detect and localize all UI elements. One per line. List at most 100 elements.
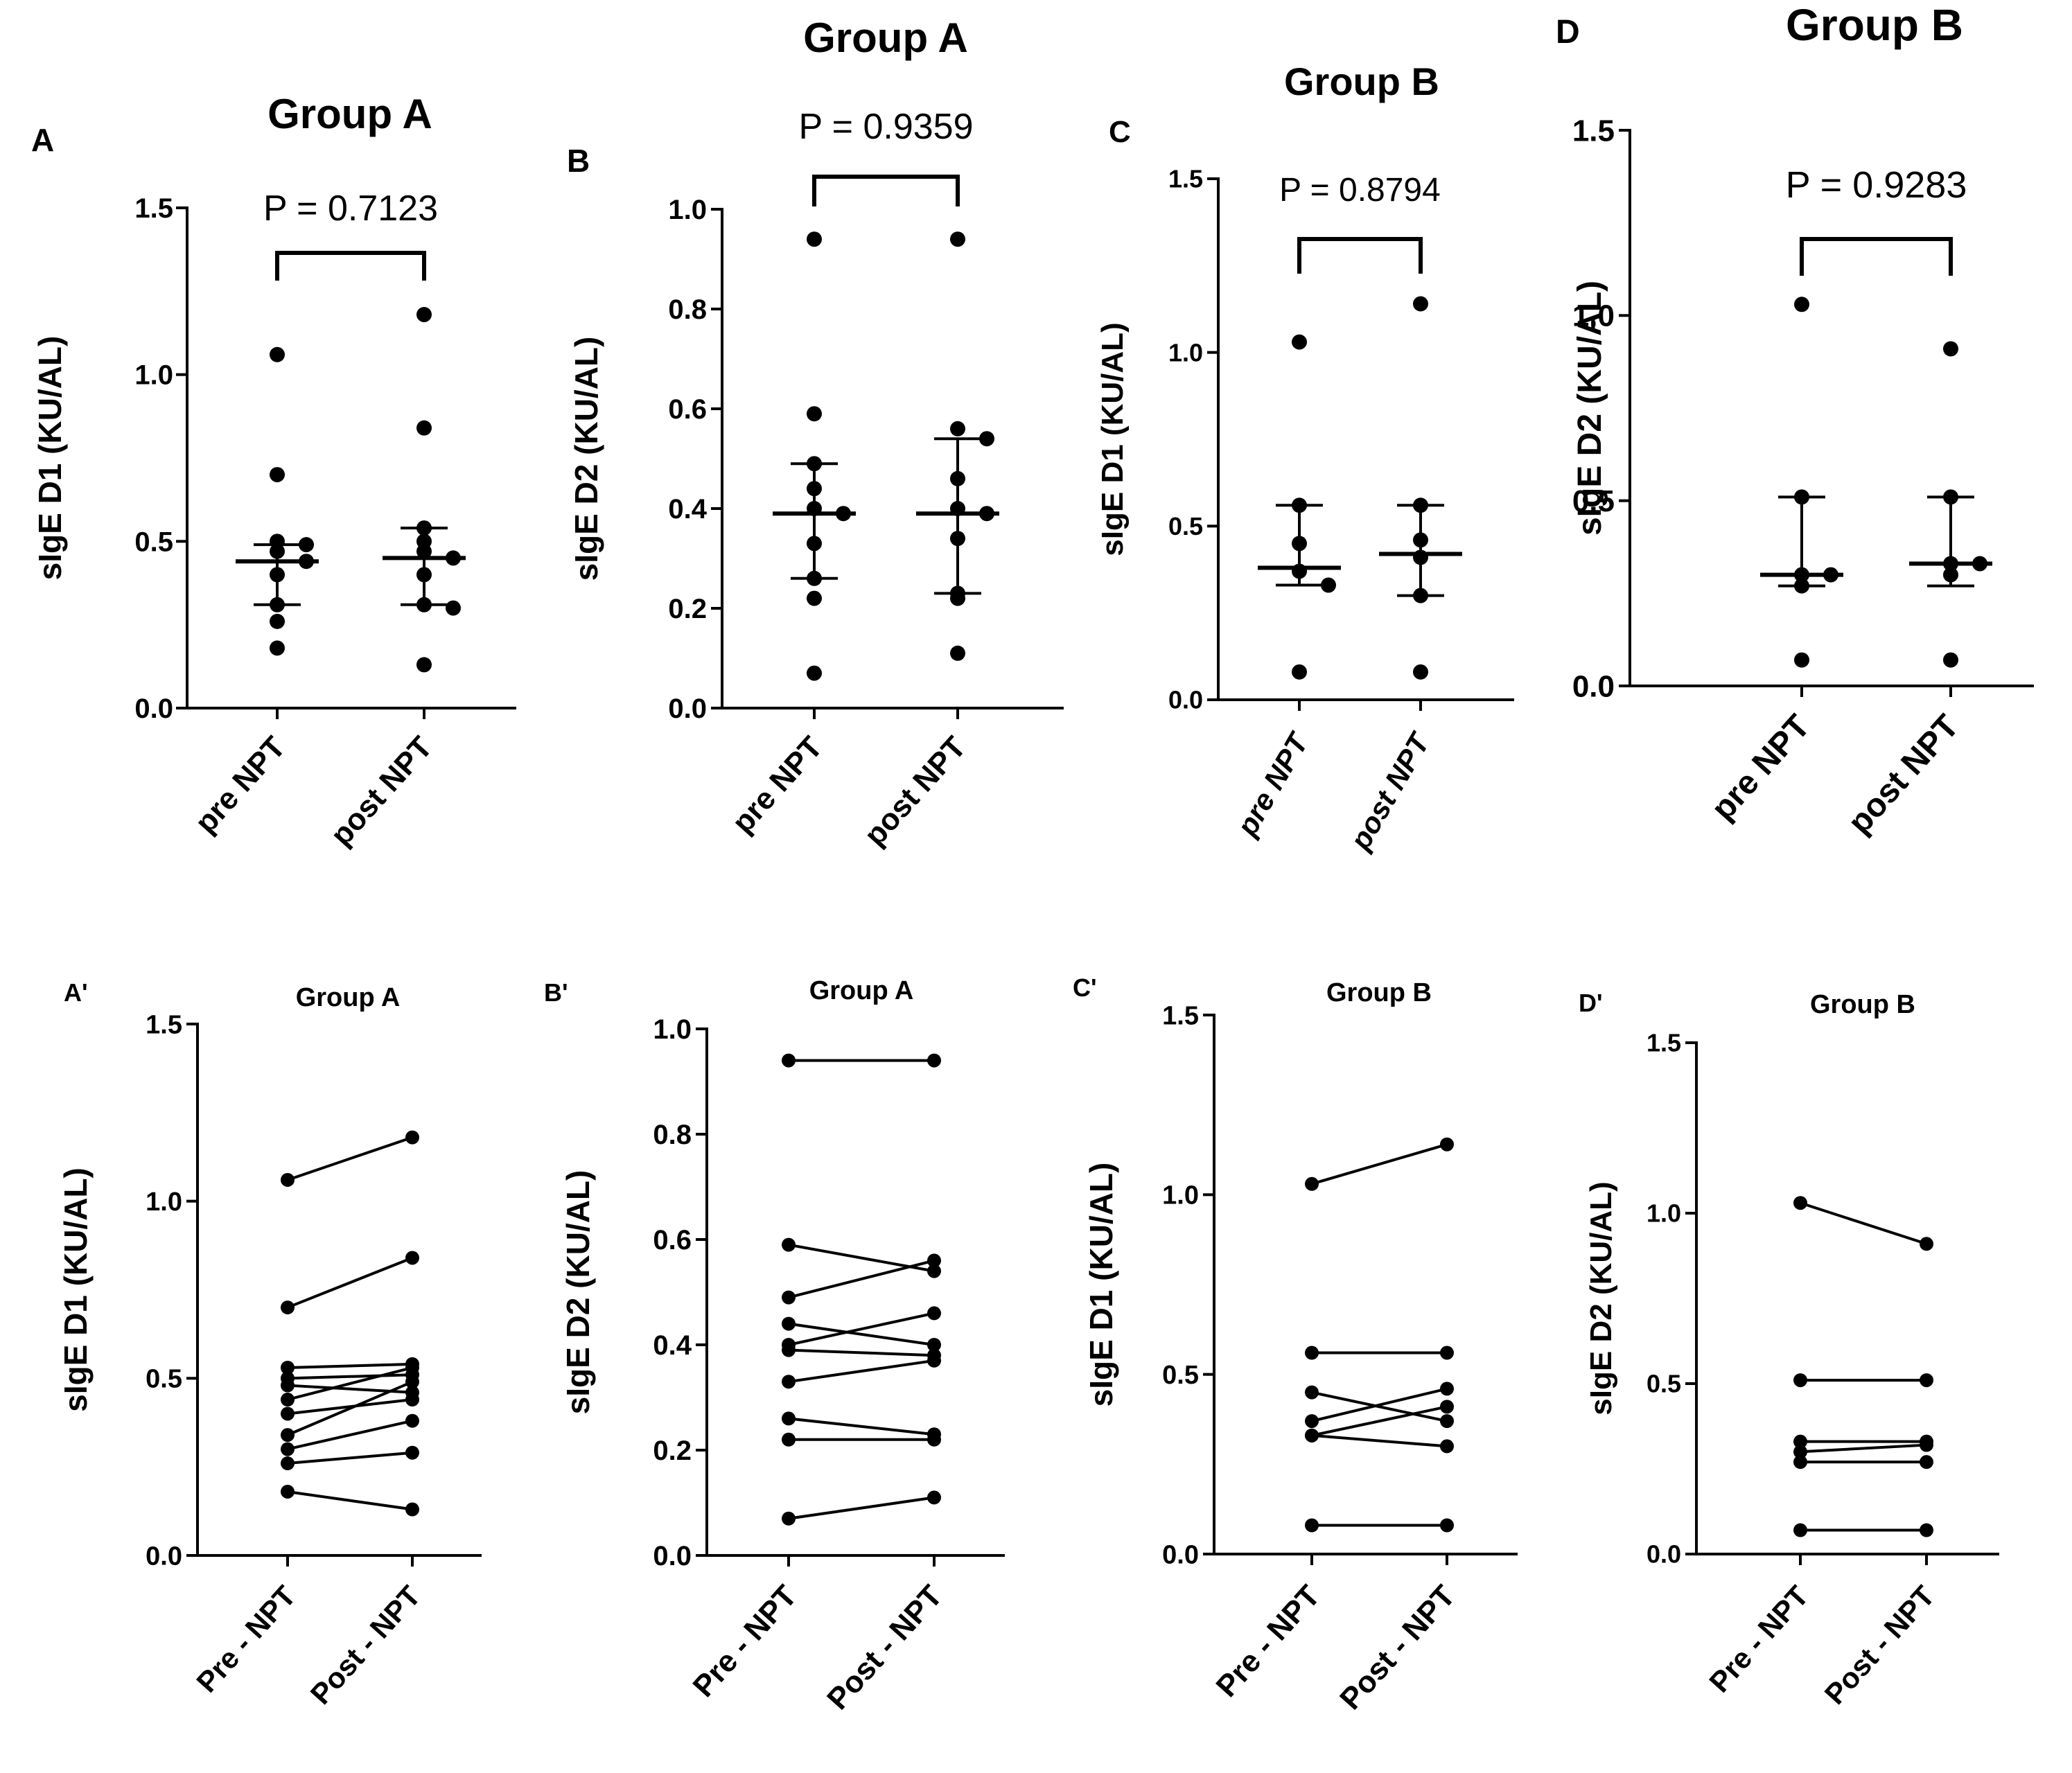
data-point xyxy=(807,481,822,497)
post-point xyxy=(1920,1438,1933,1452)
panel-A2: A' Group A 0.0 0.5 1.0 1.5 sIgE D1 (KU/AL) Pre … xyxy=(58,978,482,1711)
p-value-label: P = 0.9283 xyxy=(1786,164,1967,206)
post-point xyxy=(1440,1382,1454,1396)
x-category-label: Pre - NPT xyxy=(1703,1579,1815,1698)
chart-title: Group B xyxy=(1810,990,1915,1019)
panel-letter: D' xyxy=(1579,989,1603,1017)
data-point xyxy=(270,597,285,612)
x-category-label: Pre - NPT xyxy=(686,1579,803,1704)
x-category-label: pre NPT xyxy=(188,730,292,840)
data-point xyxy=(1292,497,1307,513)
p-value-label: P = 0.7123 xyxy=(263,188,438,229)
series-0 xyxy=(1760,297,1843,668)
paired-observation xyxy=(782,1343,941,1363)
data-point xyxy=(950,231,965,247)
data-point xyxy=(1943,652,1958,668)
pair-line xyxy=(287,1380,413,1436)
pair-line xyxy=(788,1312,935,1346)
panel-C2: C' Group B 0.0 0.5 1.0 1.5 sIgE D1 (KU/AL) Pre … xyxy=(1073,973,1518,1716)
x-category-label: pre NPT xyxy=(726,730,829,840)
data-point xyxy=(1794,567,1809,583)
pair-line xyxy=(788,1259,935,1299)
y-axis-label: sIgE D1 (KU/AL) xyxy=(1096,322,1130,556)
pair-line xyxy=(788,1496,935,1520)
paired-observation xyxy=(1793,1455,1933,1470)
paired-observation xyxy=(782,1306,941,1352)
pre-point xyxy=(1793,1196,1807,1210)
paired-observation xyxy=(1793,1438,1933,1459)
pre-point xyxy=(281,1172,295,1187)
data-point xyxy=(950,470,965,486)
data-point xyxy=(416,420,432,436)
x-category-label: post NPT xyxy=(1343,726,1437,856)
paired-observation xyxy=(1793,1196,1933,1251)
chart-title: Group A xyxy=(803,15,968,61)
panel-letter: D xyxy=(1556,14,1580,51)
data-point xyxy=(446,600,461,616)
series-0 xyxy=(236,346,319,656)
data-point xyxy=(1292,563,1307,579)
data-point xyxy=(1292,664,1307,680)
y-tick-label: 1.0 xyxy=(134,360,173,391)
post-point xyxy=(927,1432,941,1447)
y-tick-label: 1.5 xyxy=(146,1010,182,1039)
pair-line xyxy=(788,1322,935,1346)
y-tick-label: 0.6 xyxy=(668,394,707,425)
y-axis-label: sIgE D2 (KU/AL) xyxy=(560,1170,596,1415)
y-tick-label: 0.5 xyxy=(1168,512,1203,540)
post-point xyxy=(405,1502,419,1517)
post-point xyxy=(927,1353,941,1368)
pre-point xyxy=(1305,1414,1319,1429)
x-category-label: post NPT xyxy=(324,730,439,852)
paired-observation xyxy=(782,1053,941,1068)
paired-observation xyxy=(281,1445,419,1471)
post-point xyxy=(927,1264,941,1278)
y-tick-label: 0.5 xyxy=(1647,1370,1681,1398)
y-tick-label: 0.0 xyxy=(1168,686,1203,714)
pre-point xyxy=(1793,1445,1807,1459)
paired-observation xyxy=(281,1375,419,1443)
post-point xyxy=(927,1338,941,1352)
pre-point xyxy=(281,1484,295,1499)
chart-title: Group B xyxy=(1284,60,1439,103)
p-value-label: P = 0.9359 xyxy=(798,107,973,147)
paired-observation xyxy=(1793,1523,1933,1537)
pair-line xyxy=(1311,1391,1448,1423)
data-point xyxy=(950,590,965,606)
pre-point xyxy=(1793,1455,1807,1470)
y-tick-label: 0.0 xyxy=(668,694,707,724)
pre-point xyxy=(782,1411,796,1426)
post-point xyxy=(1440,1414,1454,1429)
data-point xyxy=(807,231,822,247)
panel-A: A Group A 0.0 0.5 1.0 1.5 sIgE D1 (KU/AL) pre N… xyxy=(31,91,516,852)
post-point xyxy=(927,1253,941,1268)
data-point xyxy=(807,590,822,606)
data-point xyxy=(416,520,432,536)
post-point xyxy=(927,1306,941,1321)
series-1 xyxy=(916,231,999,661)
post-point xyxy=(405,1393,419,1407)
data-point xyxy=(270,467,285,483)
data-point xyxy=(807,570,822,586)
data-point xyxy=(416,543,432,559)
y-tick-label: 0.0 xyxy=(146,1542,182,1571)
y-tick-label: 0.0 xyxy=(134,694,173,724)
y-tick-label: 1.0 xyxy=(146,1188,182,1217)
data-point xyxy=(1413,549,1428,565)
data-point xyxy=(1413,296,1428,312)
data-point xyxy=(1794,297,1809,312)
data-point xyxy=(416,567,432,583)
data-point xyxy=(1413,497,1428,513)
pre-point xyxy=(1305,1176,1319,1191)
paired-observation xyxy=(782,1432,941,1447)
pair-line xyxy=(1311,1434,1448,1448)
y-tick-label: 0.6 xyxy=(653,1225,692,1255)
y-tick-label: 0.0 xyxy=(1572,669,1615,703)
paired-observation xyxy=(782,1253,941,1305)
y-tick-label: 1.0 xyxy=(653,1014,692,1045)
data-point xyxy=(836,506,851,522)
pre-point xyxy=(782,1237,796,1252)
series-1 xyxy=(1909,341,1992,668)
pre-point xyxy=(782,1343,796,1357)
data-point xyxy=(807,665,822,681)
